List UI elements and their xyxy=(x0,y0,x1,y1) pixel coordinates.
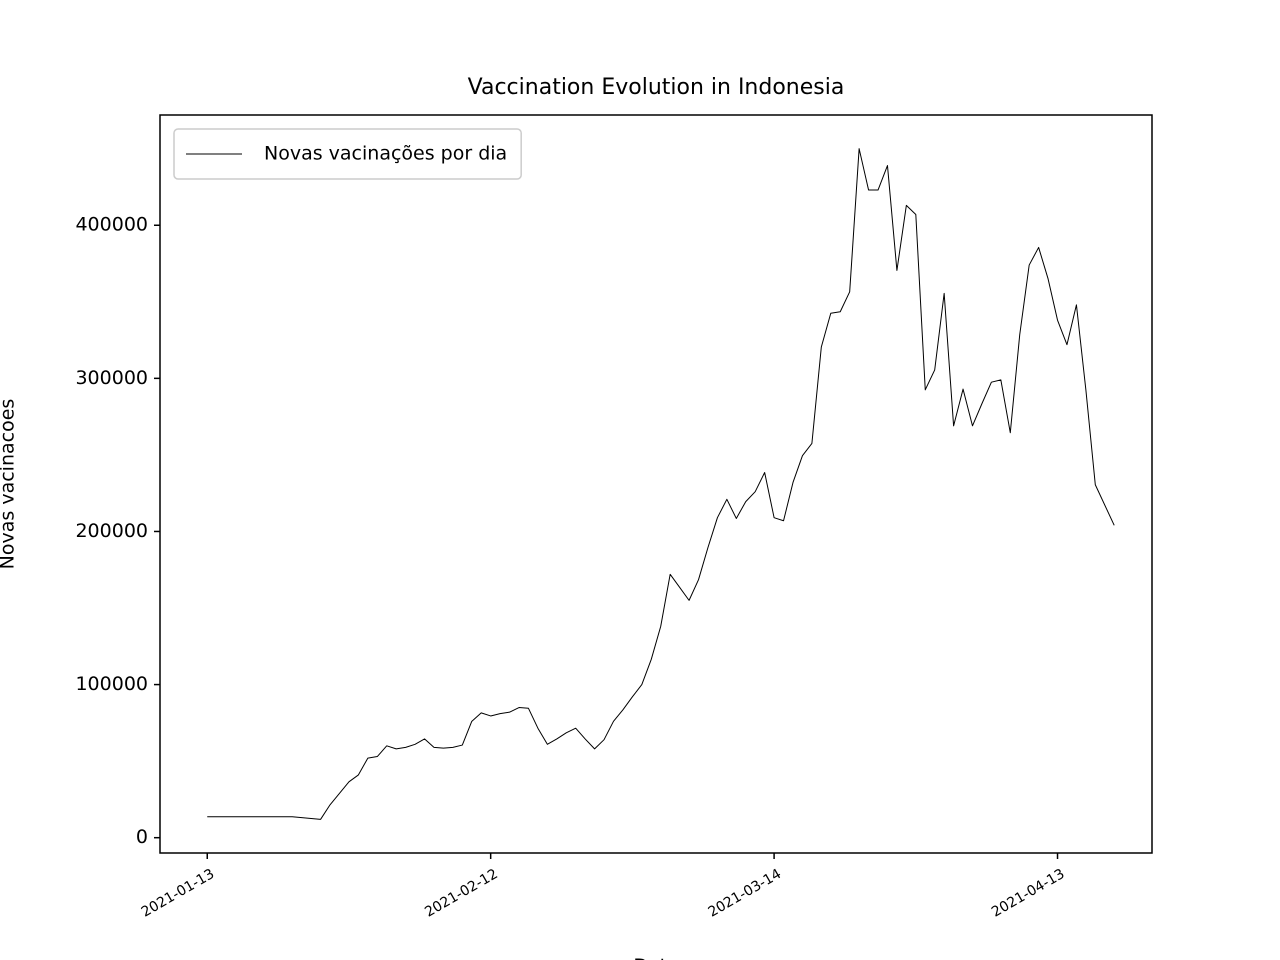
legend-label: Novas vacinações por dia xyxy=(264,143,507,165)
y-tick-label: 0 xyxy=(136,826,148,848)
x-axis-label: Data xyxy=(633,955,678,960)
y-tick-label: 100000 xyxy=(75,673,148,695)
y-axis-label: Novas vacinacoes xyxy=(0,399,19,570)
y-tick-label: 300000 xyxy=(75,367,148,389)
legend-box xyxy=(173,128,522,180)
plot-frame xyxy=(159,114,1153,854)
y-tick-label: 200000 xyxy=(75,520,148,542)
data-line xyxy=(207,148,1115,820)
chart-title: Vaccination Evolution in Indonesia xyxy=(468,75,845,100)
y-tick-label: 400000 xyxy=(75,214,148,236)
